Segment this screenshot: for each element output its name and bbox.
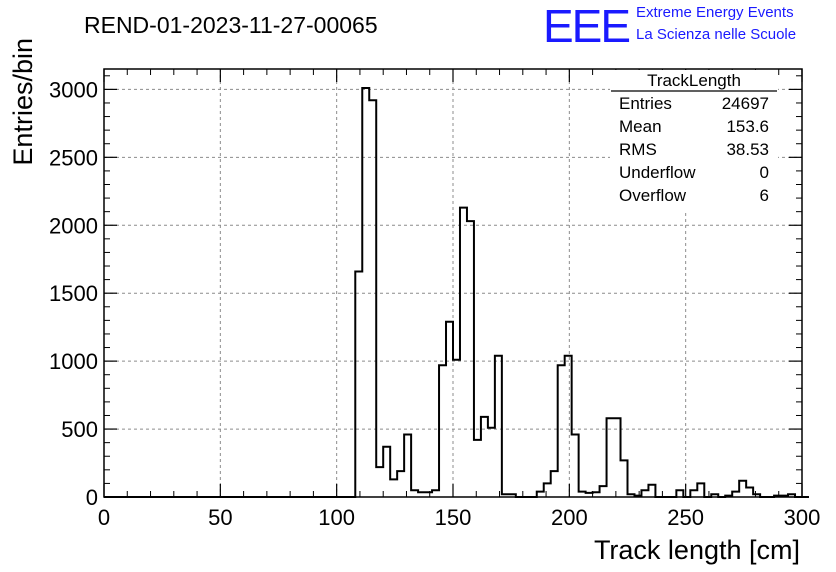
x-tick-label: 200 (551, 505, 588, 530)
stats-label-rms: RMS (619, 140, 657, 159)
eee-logo: EEE Extreme Energy Events La Scienza nel… (543, 0, 796, 52)
stats-value-mean: 153.6 (726, 117, 769, 136)
x-tick-label: 0 (98, 505, 110, 530)
stats-box-background (610, 70, 778, 210)
grid (104, 69, 802, 497)
stats-box: TrackLength Entries 24697 Mean 153.6 RMS… (610, 70, 778, 210)
y-axis-title: Entries/bin (8, 38, 38, 166)
stats-label-mean: Mean (619, 117, 662, 136)
logo-line-2: La Scienza nelle Scuole (636, 26, 796, 43)
y-tick-label: 2000 (49, 213, 98, 238)
x-tick-label: 250 (667, 505, 704, 530)
x-tick-label: 150 (435, 505, 472, 530)
stats-value-rms: 38.53 (726, 140, 769, 159)
axis-ticks (103, 69, 803, 498)
y-tick-label: 1000 (49, 349, 98, 374)
stats-box-title: TrackLength (647, 71, 741, 90)
y-tick-label: 1500 (49, 281, 98, 306)
x-tick-label: 300 (784, 505, 821, 530)
y-tick-label: 2500 (49, 145, 98, 170)
stats-label-underflow: Underflow (619, 163, 696, 182)
x-axis-title: Track length [cm] (594, 535, 800, 565)
chart-title: REND-01-2023-11-27-00065 (84, 12, 378, 38)
x-tick-label: 100 (318, 505, 355, 530)
x-tick-label: 50 (208, 505, 232, 530)
stats-label-entries: Entries (619, 94, 672, 113)
logo-line-1: Extreme Energy Events (636, 4, 794, 21)
stats-value-underflow: 0 (760, 163, 769, 182)
logo-mark: EEE (543, 0, 629, 52)
stats-value-overflow: 6 (760, 186, 769, 205)
y-tick-labels: 0 500 1000 1500 2000 2500 3000 (49, 77, 98, 510)
x-tick-labels: 0 50 100 150 200 250 300 (98, 505, 820, 530)
stats-value-entries: 24697 (722, 94, 769, 113)
y-tick-label: 500 (61, 417, 98, 442)
stats-label-overflow: Overflow (619, 186, 687, 205)
y-tick-label: 3000 (49, 77, 98, 102)
y-tick-label: 0 (86, 485, 98, 510)
